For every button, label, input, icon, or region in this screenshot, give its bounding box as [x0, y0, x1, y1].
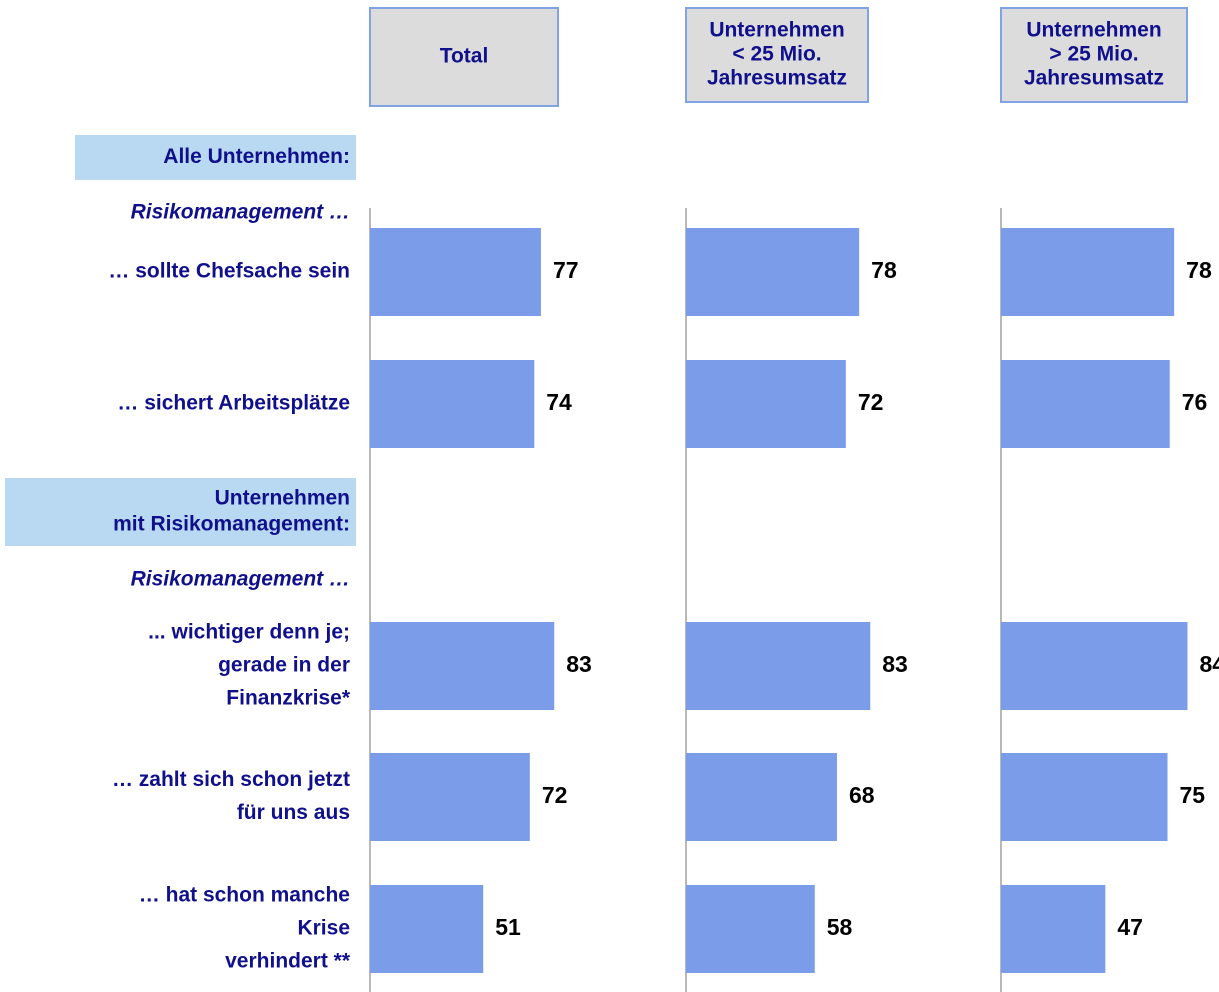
- category-label: ... wichtiger denn je;: [148, 621, 350, 644]
- panel-title: Unternehmen: [1026, 19, 1161, 42]
- bar: [686, 622, 871, 710]
- bar: [686, 753, 837, 841]
- bar: [370, 885, 484, 973]
- bar: [1001, 885, 1106, 973]
- bar: [370, 360, 535, 448]
- category-label: verhindert **: [225, 950, 351, 973]
- category-label: Krise: [297, 917, 350, 940]
- bar: [686, 360, 846, 448]
- panel-header: [685, 7, 869, 103]
- value-label: 83: [566, 651, 592, 677]
- section-box: [5, 478, 356, 546]
- bar: [370, 753, 530, 841]
- category-label: gerade in der: [218, 654, 350, 677]
- value-label: 74: [546, 389, 572, 415]
- section-title: Alle Unternehmen:: [163, 145, 350, 168]
- panel-title: Total: [440, 45, 489, 68]
- value-label: 78: [1186, 257, 1212, 283]
- category-label: … hat schon manche: [139, 884, 350, 907]
- panel-header: [1000, 7, 1188, 103]
- panel-title: Jahresumsatz: [1024, 67, 1164, 90]
- section-subtitle: Risikomanagement …: [131, 201, 350, 224]
- panel-title: Unternehmen: [709, 19, 844, 42]
- value-label: 47: [1117, 914, 1143, 940]
- bar: [1001, 228, 1175, 316]
- bar: [1001, 360, 1170, 448]
- value-label: 75: [1180, 782, 1206, 808]
- bar: [1001, 622, 1188, 710]
- value-label: 84: [1199, 651, 1219, 677]
- bar: [686, 228, 860, 316]
- bar: [370, 228, 541, 316]
- panel-title: > 25 Mio.: [1049, 43, 1138, 66]
- panel-title: < 25 Mio.: [732, 43, 821, 66]
- section-title: mit Risikomanagement:: [113, 513, 350, 536]
- bar: [686, 885, 815, 973]
- section-box: [75, 135, 356, 180]
- value-label: 58: [827, 914, 853, 940]
- category-label: Finanzkrise*: [226, 687, 351, 710]
- value-label: 51: [495, 914, 521, 940]
- value-label: 83: [882, 651, 908, 677]
- value-label: 78: [871, 257, 897, 283]
- panel-title: Jahresumsatz: [707, 67, 847, 90]
- bar: [1001, 753, 1168, 841]
- category-label: … zahlt sich schon jetzt: [112, 768, 350, 791]
- category-label: … sollte Chefsache sein: [108, 260, 350, 283]
- value-label: 72: [858, 389, 884, 415]
- value-label: 76: [1182, 389, 1208, 415]
- section-title: Unternehmen: [215, 487, 350, 510]
- bar: [370, 622, 555, 710]
- category-label: für uns aus: [237, 801, 350, 824]
- section-subtitle: Risikomanagement …: [131, 568, 350, 591]
- value-label: 68: [849, 782, 875, 808]
- value-label: 72: [542, 782, 568, 808]
- category-label: … sichert Arbeitsplätze: [117, 392, 350, 415]
- panel-header: [369, 7, 559, 107]
- value-label: 77: [553, 257, 579, 283]
